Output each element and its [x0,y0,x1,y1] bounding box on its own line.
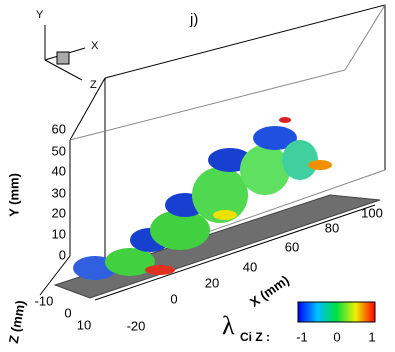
colorbar [297,301,376,323]
z-tick-label: 10 [77,317,91,332]
y-tick-label: 50 [52,143,66,158]
x-tick-label: 100 [361,205,383,220]
x-tick-label: 0 [170,291,177,306]
y-tick-label: 40 [52,163,66,178]
x-tick-label: -20 [127,318,146,333]
x-axis-label: X (mm) [247,272,292,310]
z-axis-label: Z (mm) [6,299,28,344]
y-axis-label: Y (mm) [6,173,21,217]
x-tick-label: 80 [325,220,339,235]
y-tick-label: 0 [59,247,66,262]
z-tick-label: -10 [35,293,54,308]
colorbar-symbol: λ [222,311,235,340]
orientation-triad [44,25,86,81]
colorbar-tick-label: 1 [368,329,375,344]
vortex-isosurfaces [73,117,332,280]
panel-label: j) [189,11,198,28]
y-tick-label: 10 [52,226,66,241]
colorbar-subscript: Ci Z : [240,330,270,344]
x-tick-label: 20 [205,275,219,290]
colorbar-tick-label: -1 [296,329,308,344]
y-tick-label: 60 [52,121,66,136]
colorbar-tick-label: 0 [333,329,340,344]
y-tick-label: 30 [52,185,66,200]
triad-x: X [91,40,99,52]
x-tick-label: 60 [285,239,299,254]
z-tick-label: 0 [64,305,71,320]
triad-z: Z [90,79,97,91]
triad-y: Y [36,9,44,21]
y-tick-label: 20 [52,205,66,220]
x-tick-label: 40 [243,259,257,274]
